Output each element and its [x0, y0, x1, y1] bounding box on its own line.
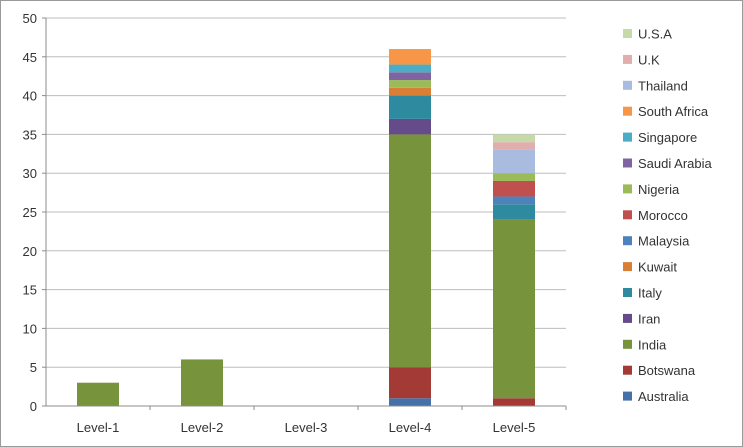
legend-swatch — [623, 391, 632, 401]
bar-segment — [389, 118, 431, 135]
x-tick-label: Level-1 — [77, 420, 120, 435]
y-tick-label: 35 — [23, 127, 37, 142]
x-axis-ticks: Level-1 Level-2 Level-3 Level-4 Level-5 — [77, 406, 567, 435]
y-axis-ticks: 0 5 10 15 20 25 30 35 40 45 50 — [23, 11, 46, 414]
x-tick-label: Level-4 — [389, 420, 432, 435]
legend-swatch — [623, 365, 632, 375]
y-tick-label: 25 — [23, 205, 37, 220]
y-tick-label: 15 — [23, 283, 37, 298]
legend-label: U.K — [638, 52, 660, 67]
bar-segment — [389, 367, 431, 399]
legend-label: Italy — [638, 286, 662, 301]
legend-label: Botswana — [638, 363, 696, 378]
bar-segment — [493, 398, 535, 406]
legend-swatch — [623, 132, 632, 142]
legend-label: Morocco — [638, 208, 688, 223]
legend: U.S.A U.K Thailand South Africa Singapore Sau… — [623, 27, 712, 404]
y-tick-label: 0 — [30, 399, 37, 414]
legend-label: Nigeria — [638, 182, 680, 197]
y-tick-label: 10 — [23, 321, 37, 336]
bar-segment — [389, 80, 431, 88]
bar-segment — [389, 72, 431, 81]
legend-swatch — [623, 236, 632, 246]
bar-segment — [181, 359, 223, 406]
bar-segment — [389, 134, 431, 368]
legend-label: Singapore — [638, 130, 697, 145]
legend-label: India — [638, 337, 667, 352]
bar-segment — [493, 196, 535, 205]
bar-segment — [389, 87, 431, 96]
legend-swatch — [623, 106, 632, 116]
bar-segment — [389, 64, 431, 73]
y-tick-label: 45 — [23, 50, 37, 65]
legend-swatch — [623, 80, 632, 90]
bar-segment — [493, 173, 535, 181]
gridlines — [46, 17, 566, 407]
bar-segment — [493, 204, 535, 220]
legend-swatch — [623, 339, 632, 349]
legend-swatch — [623, 288, 632, 297]
bar-segment — [389, 398, 431, 406]
legend-swatch — [623, 29, 632, 38]
x-tick-label: Level-3 — [285, 420, 328, 435]
legend-label: U.S.A — [638, 27, 672, 42]
legend-swatch — [623, 313, 632, 323]
y-tick-label: 20 — [23, 244, 37, 259]
legend-swatch — [623, 210, 632, 220]
x-tick-label: Level-2 — [181, 420, 224, 435]
legend-label: Kuwait — [638, 260, 677, 275]
legend-label: Thailand — [638, 78, 688, 93]
bars — [77, 49, 535, 406]
legend-label: South Africa — [638, 104, 709, 119]
legend-swatch — [623, 184, 632, 194]
bar-segment — [389, 49, 431, 65]
y-tick-label: 40 — [23, 89, 37, 104]
y-tick-label: 50 — [23, 11, 37, 26]
bar-segment — [493, 219, 535, 399]
y-tick-label: 5 — [30, 360, 37, 375]
legend-label: Saudi Arabia — [638, 156, 712, 171]
bar-segment — [77, 382, 119, 406]
legend-swatch — [623, 262, 632, 272]
bar-segment — [493, 149, 535, 174]
y-tick-label: 30 — [23, 166, 37, 181]
legend-label: Iran — [638, 311, 660, 326]
bar-segment — [493, 142, 535, 150]
legend-swatch — [623, 158, 632, 168]
legend-label: Australia — [638, 389, 689, 404]
bar-segment — [493, 180, 535, 197]
bar-segment — [389, 95, 431, 119]
legend-label: Malaysia — [638, 234, 690, 249]
x-tick-label: Level-5 — [493, 420, 536, 435]
legend-swatch — [623, 54, 632, 64]
bar-segment — [493, 134, 535, 143]
